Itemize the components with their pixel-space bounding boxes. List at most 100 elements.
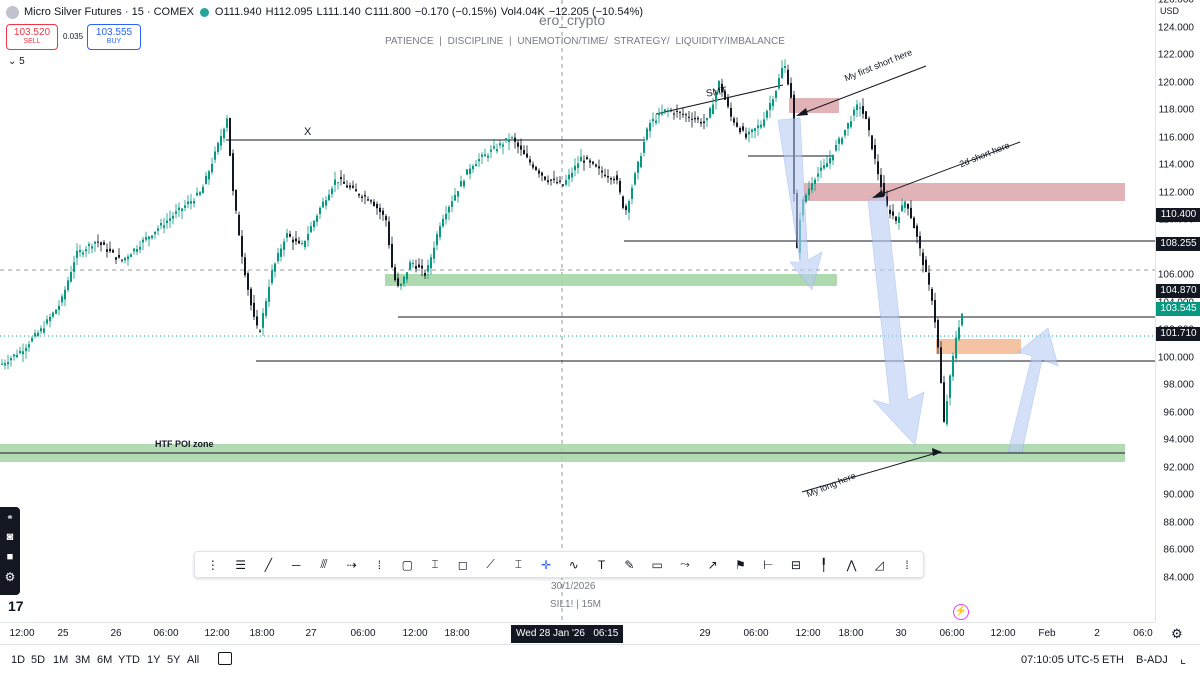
indicators-toggle[interactable]: ⌄ 5 (8, 56, 25, 67)
range-button-1d[interactable]: 1D (11, 654, 26, 666)
candle-body (238, 214, 240, 236)
measure-icon[interactable]: ⊟ (790, 557, 801, 572)
link-icon[interactable]: ⚭ (6, 511, 14, 522)
lines-icon[interactable]: ☰ (235, 557, 247, 572)
trend-line-icon[interactable]: ╱ (264, 557, 273, 572)
entry-zone[interactable] (936, 339, 1021, 354)
candle-body (940, 347, 942, 383)
demand-zone[interactable] (385, 274, 837, 286)
candle-body (550, 179, 552, 181)
time-axis[interactable]: 12:00 25 26 06:00 12:00 18:00 27 06:00 12:00 18:0… (0, 622, 1155, 644)
candle-body (19, 350, 21, 354)
ray-icon[interactable]: ⇢ (346, 557, 357, 572)
polyline-icon[interactable]: ◿ (874, 557, 884, 572)
date-range-icon[interactable] (218, 652, 232, 665)
settings-gear-icon[interactable]: ⚙ (1171, 626, 1183, 641)
fib-icon[interactable]: ⁞ (377, 557, 382, 572)
candle-body (538, 170, 540, 174)
range-button-3m[interactable]: 3M (75, 654, 91, 666)
range-button-6m[interactable]: 6M (97, 654, 113, 666)
candle-body (85, 249, 87, 252)
pen-icon[interactable]: ✎ (624, 557, 635, 572)
candle-body (673, 113, 675, 115)
range-button-5d[interactable]: 5D (31, 654, 46, 666)
range-button-1y[interactable]: 1Y (147, 654, 161, 666)
arc-icon[interactable]: ∿ (568, 557, 579, 572)
candle-body (955, 337, 957, 359)
adjustment-toggle[interactable]: B-ADJ (1136, 654, 1168, 666)
currency-label[interactable]: USD (1160, 6, 1180, 16)
supply-zone-1[interactable] (789, 98, 839, 113)
candle-body (871, 135, 873, 150)
candle-body (76, 250, 78, 258)
flag-icon[interactable]: ⚑ (735, 557, 746, 572)
video-icon[interactable]: ■ (6, 551, 14, 563)
candle-body (625, 206, 627, 211)
candle-body (514, 137, 516, 142)
alert-icon[interactable]: ⚡ (953, 604, 969, 620)
candle-body (622, 196, 624, 208)
candle-body (172, 216, 174, 219)
time-label: 06:00 (350, 628, 376, 639)
candle-body (544, 176, 546, 180)
note-icon[interactable]: ▢ (401, 557, 413, 572)
candle-body (46, 319, 48, 324)
brush-icon[interactable]: ⟋ (486, 557, 495, 571)
comment-icon[interactable]: ▭ (651, 557, 663, 572)
candle-body (730, 108, 732, 117)
candle-body (772, 99, 774, 107)
rectangle-icon[interactable]: ◻ (457, 557, 468, 572)
candle-body (856, 104, 858, 111)
candle-body (160, 222, 162, 226)
pattern-icon[interactable]: ⋀ (846, 557, 857, 572)
supply-zone-2[interactable] (804, 183, 1125, 201)
sell-label: SELL (23, 38, 41, 45)
candle-body (907, 203, 909, 209)
sell-button[interactable]: 103.520 SELL (6, 24, 58, 50)
clock-time[interactable]: 07:10:05 UTC-5 (1021, 654, 1100, 666)
text-cursor-icon[interactable]: ⌶ (514, 557, 522, 571)
candle-body (247, 273, 249, 290)
candle-body (25, 347, 27, 351)
candle-body (526, 153, 528, 158)
path-icon[interactable]: ⤳ (680, 557, 690, 571)
symbol-title[interactable]: Micro Silver Futures · 15 · COMEX (24, 6, 194, 18)
range-button-5y[interactable]: 5Y (167, 654, 181, 666)
range-button-all[interactable]: All (187, 654, 200, 666)
candle-body (592, 161, 594, 164)
session-toggle[interactable]: ETH (1102, 654, 1124, 666)
text-icon[interactable]: T (597, 557, 606, 572)
price-axis[interactable]: USD 126.000 124.000 122.000 120.000 118.000 1… (1155, 0, 1200, 622)
long-short-icon[interactable]: ⊢ (762, 557, 774, 572)
price-range-icon[interactable]: ╿ (820, 557, 828, 572)
arrow-icon[interactable]: ↗ (707, 557, 718, 572)
range-button-ytd[interactable]: YTD (118, 654, 140, 666)
crosshair-icon[interactable]: ✛ (541, 557, 552, 572)
price-label: 126.000 (1157, 0, 1194, 6)
horizontal-line-icon[interactable]: ─ (291, 557, 301, 572)
candle-body (643, 141, 645, 153)
chart-area[interactable]: X SMT My first short here 2d short here … (0, 0, 1155, 622)
candle-body (118, 255, 120, 258)
camera-icon[interactable]: ◙ (6, 531, 14, 543)
second-short-arrowhead (872, 190, 884, 198)
more-icon[interactable]: ⁞ (905, 557, 909, 572)
candle-body (277, 252, 279, 262)
range-button-1m[interactable]: 1M (53, 654, 69, 666)
candle-body (268, 286, 270, 302)
price-label: 118.000 (1158, 104, 1194, 116)
fullscreen-icon[interactable]: ⌞ (1180, 651, 1187, 666)
candle-icon[interactable]: ⌶ (431, 557, 439, 571)
buy-button[interactable]: 103.555 BUY (87, 24, 141, 50)
candle-body (820, 167, 822, 171)
candle-body (760, 124, 762, 128)
x-label: X (304, 126, 312, 138)
price-chart[interactable] (0, 0, 1155, 622)
settings-icon[interactable]: ⚙ (4, 570, 16, 584)
symbol-legend[interactable]: Micro Silver Futures · 15 · COMEX O111.9… (6, 4, 643, 20)
parallel-channel-icon[interactable]: ⫻ (320, 557, 328, 571)
time-label: 06:0 (1133, 628, 1153, 639)
drag-handle-icon[interactable]: ⋮ (206, 557, 219, 572)
candle-body (688, 116, 690, 118)
candle-body (370, 200, 372, 202)
